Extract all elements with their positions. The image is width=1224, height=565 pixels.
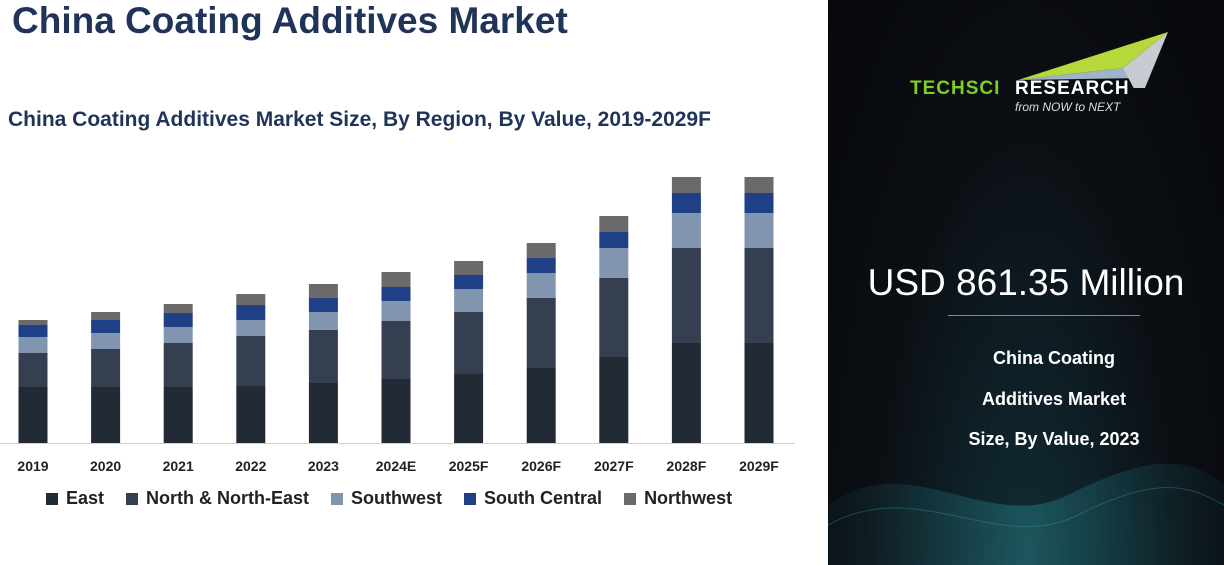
bar-segment-east-2021 bbox=[163, 387, 193, 443]
x-tick-label: 2021 bbox=[163, 458, 194, 474]
legend-swatch bbox=[331, 492, 344, 505]
bar-segment-north-north-east-2019 bbox=[18, 353, 48, 387]
bar-segment-southwest-2026F bbox=[526, 273, 556, 298]
bar-segment-south-central-2024E bbox=[381, 287, 411, 301]
x-tick-label: 2022 bbox=[235, 458, 266, 474]
bar-segment-east-2020 bbox=[91, 387, 121, 443]
bar-segment-south-central-2026F bbox=[526, 258, 556, 273]
legend-item: East bbox=[46, 488, 104, 509]
x-tick-label: 2028F bbox=[667, 458, 707, 474]
bar-segment-east-2027F bbox=[599, 357, 629, 443]
bar-segment-northwest-2021 bbox=[163, 304, 193, 313]
bar-segment-north-north-east-2023 bbox=[308, 330, 338, 383]
bar-segment-east-2029F bbox=[744, 343, 774, 443]
bar-segment-south-central-2019 bbox=[18, 325, 48, 337]
bar-segment-north-north-east-2022 bbox=[236, 336, 266, 386]
bar-segment-southwest-2025F bbox=[454, 289, 484, 312]
logo-text-research: Research bbox=[1015, 78, 1130, 99]
bar-segment-east-2022 bbox=[236, 386, 266, 443]
legend-label: East bbox=[66, 488, 105, 508]
x-tick-label: 2024E bbox=[376, 458, 416, 474]
legend-label: Southwest bbox=[351, 488, 443, 508]
chart-title: China Coating Additives Market Size, By … bbox=[8, 108, 711, 131]
legend: East North & North-East Southwest South Cen… bbox=[46, 488, 732, 509]
bar-segment-south-central-2027F bbox=[599, 232, 629, 248]
stacked-bar-chart: 2019 2020 2021 2022 2023 2024E 2025F 2026F 2027F… bbox=[0, 177, 795, 474]
bar-segment-southwest-2019 bbox=[18, 337, 48, 353]
bar-segment-northwest-2023 bbox=[308, 284, 338, 298]
page-title: China Coating Additives Market bbox=[12, 0, 568, 41]
logo-tagline: from NOW to NEXT bbox=[1015, 100, 1121, 114]
bar-segment-northwest-2020 bbox=[91, 312, 121, 320]
bar-segment-southwest-2023 bbox=[308, 312, 338, 330]
bar-segment-southwest-2029F bbox=[744, 213, 774, 248]
legend-swatch bbox=[46, 492, 58, 505]
legend-item: Northwest bbox=[624, 488, 732, 509]
legend-item: Southwest bbox=[331, 488, 442, 509]
bar-segment-east-2023 bbox=[308, 383, 338, 443]
wave-decoration bbox=[828, 463, 1224, 565]
bar-segment-southwest-2024E bbox=[381, 301, 411, 321]
bar-segment-northwest-2027F bbox=[599, 216, 629, 232]
bar-segment-south-central-2022 bbox=[236, 305, 266, 320]
legend-label: South Central bbox=[484, 488, 603, 508]
caption-line: Additives Market bbox=[981, 389, 1127, 409]
bar-segment-north-north-east-2028F bbox=[671, 248, 701, 343]
bar-segment-south-central-2025F bbox=[454, 275, 484, 289]
bar-segment-south-central-2023 bbox=[308, 298, 338, 312]
bar-segment-north-north-east-2027F bbox=[599, 278, 629, 357]
bar-segment-southwest-2027F bbox=[599, 248, 629, 278]
bar-segment-south-central-2021 bbox=[163, 313, 193, 327]
bar-segment-southwest-2028F bbox=[671, 213, 701, 248]
bar-segment-northwest-2022 bbox=[236, 294, 266, 305]
legend-label: North & North-East bbox=[146, 488, 310, 508]
bar-segment-northwest-2029F bbox=[744, 177, 774, 193]
bar-segment-north-north-east-2020 bbox=[91, 349, 121, 387]
bar-segment-northwest-2028F bbox=[671, 177, 701, 193]
bar-segment-north-north-east-2026F bbox=[526, 298, 556, 368]
x-tick-label: 2026F bbox=[521, 458, 561, 474]
caption-line: China Coating bbox=[993, 348, 1115, 368]
x-tick-label: 2025F bbox=[449, 458, 489, 474]
legend-swatch bbox=[464, 492, 477, 505]
market-value: USD 861.35 Million bbox=[867, 262, 1185, 303]
bar-segment-northwest-2025F bbox=[454, 261, 484, 275]
divider bbox=[948, 315, 1140, 316]
bar-segment-southwest-2020 bbox=[91, 333, 121, 349]
bar-segment-south-central-2029F bbox=[744, 193, 774, 213]
bar-segment-north-north-east-2025F bbox=[454, 312, 484, 374]
bar-segment-east-2026F bbox=[526, 368, 556, 443]
side-panel: TechSci Research from NOW to NEXT USD 86… bbox=[828, 0, 1224, 565]
bar-segment-north-north-east-2029F bbox=[744, 248, 774, 343]
bar-segment-east-2025F bbox=[454, 374, 484, 443]
x-tick-label: 2019 bbox=[17, 458, 48, 474]
caption-line: Size, By Value, 2023 bbox=[968, 429, 1140, 449]
bar-segment-northwest-2026F bbox=[526, 243, 556, 258]
legend-item: North & North-East bbox=[126, 488, 309, 509]
techsci-logo: TechSci Research from NOW to NEXT bbox=[908, 28, 1178, 118]
x-tick-label: 2029F bbox=[739, 458, 779, 474]
legend-swatch bbox=[126, 492, 139, 505]
x-tick-label: 2023 bbox=[308, 458, 339, 474]
bar-segment-southwest-2022 bbox=[236, 320, 266, 336]
legend-label: Northwest bbox=[644, 488, 733, 508]
bar-segment-east-2028F bbox=[671, 343, 701, 443]
bar-segment-north-north-east-2021 bbox=[163, 343, 193, 387]
logo-text-techsci: TechSci bbox=[910, 78, 1001, 99]
bar-segment-north-north-east-2024E bbox=[381, 321, 411, 379]
legend-swatch bbox=[624, 492, 637, 505]
bar-segment-east-2019 bbox=[18, 387, 48, 443]
bar-segment-south-central-2028F bbox=[671, 193, 701, 213]
bar-segment-northwest-2019 bbox=[18, 320, 48, 325]
x-tick-label: 2027F bbox=[594, 458, 634, 474]
bar-segment-south-central-2020 bbox=[91, 320, 121, 333]
bar-segment-northwest-2024E bbox=[381, 272, 411, 287]
legend-item: South Central bbox=[464, 488, 602, 509]
x-tick-label: 2020 bbox=[90, 458, 121, 474]
bar-segment-southwest-2021 bbox=[163, 327, 193, 343]
bar-segment-east-2024E bbox=[381, 379, 411, 443]
